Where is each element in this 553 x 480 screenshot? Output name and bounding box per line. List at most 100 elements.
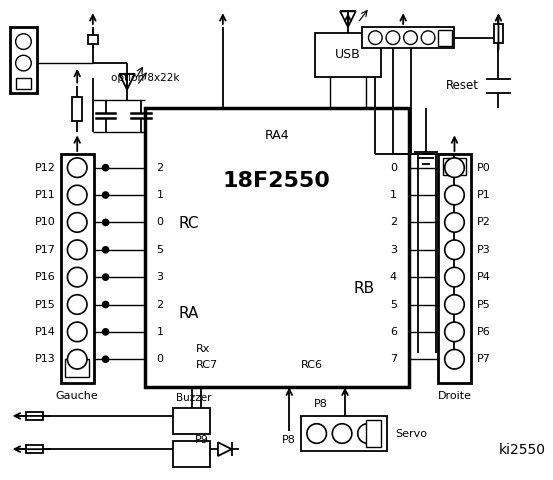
Text: RA: RA	[179, 306, 199, 321]
Text: P13: P13	[35, 354, 56, 364]
Text: 7: 7	[390, 354, 397, 364]
Text: P8: P8	[314, 399, 327, 409]
Text: P0: P0	[477, 163, 491, 173]
Circle shape	[103, 329, 108, 335]
Circle shape	[67, 185, 87, 205]
Circle shape	[103, 356, 108, 362]
Text: 5: 5	[156, 245, 163, 255]
Circle shape	[368, 31, 382, 45]
Text: 6: 6	[390, 327, 397, 337]
Text: ki2550: ki2550	[498, 443, 545, 457]
Circle shape	[103, 247, 108, 252]
Text: RB: RB	[353, 281, 374, 296]
Text: 18F2550: 18F2550	[223, 171, 331, 192]
Circle shape	[103, 219, 108, 225]
Bar	[72, 97, 82, 121]
Text: option 8x22k: option 8x22k	[111, 73, 180, 83]
Text: 0: 0	[390, 163, 397, 173]
Circle shape	[307, 424, 326, 444]
Bar	[366, 420, 381, 447]
Circle shape	[67, 213, 87, 232]
Text: Buzzer: Buzzer	[176, 393, 211, 403]
Text: 1: 1	[390, 190, 397, 200]
Circle shape	[445, 185, 465, 205]
Text: P4: P4	[477, 272, 491, 282]
Bar	[443, 158, 466, 176]
Bar	[15, 78, 32, 89]
Text: RC6: RC6	[301, 360, 323, 370]
Text: 2: 2	[156, 163, 164, 173]
Circle shape	[103, 274, 108, 280]
Circle shape	[67, 349, 87, 369]
Bar	[61, 154, 94, 383]
Text: 2: 2	[390, 217, 397, 228]
Circle shape	[445, 158, 465, 178]
Text: Droite: Droite	[437, 391, 472, 401]
Circle shape	[445, 322, 465, 342]
Circle shape	[15, 55, 32, 71]
Text: P12: P12	[35, 163, 56, 173]
Circle shape	[103, 301, 108, 307]
Circle shape	[67, 267, 87, 287]
Circle shape	[103, 165, 108, 170]
Bar	[315, 33, 381, 77]
Circle shape	[358, 424, 377, 444]
Bar	[438, 154, 471, 383]
Text: P6: P6	[477, 327, 491, 337]
Text: 3: 3	[390, 245, 397, 255]
Text: P11: P11	[35, 190, 56, 200]
Circle shape	[445, 213, 465, 232]
Text: P17: P17	[35, 245, 56, 255]
Text: P1: P1	[477, 190, 491, 200]
Circle shape	[386, 31, 400, 45]
Circle shape	[445, 349, 465, 369]
Text: RC: RC	[179, 216, 200, 231]
Text: P10: P10	[35, 217, 56, 228]
Text: P8: P8	[283, 435, 296, 445]
Bar	[173, 441, 210, 467]
Circle shape	[445, 295, 465, 314]
Bar	[301, 416, 387, 451]
Text: Servo: Servo	[395, 429, 427, 439]
Text: 2: 2	[156, 300, 164, 310]
Circle shape	[67, 240, 87, 260]
Circle shape	[332, 424, 352, 444]
Text: P14: P14	[35, 327, 56, 337]
Circle shape	[67, 158, 87, 178]
Circle shape	[67, 322, 87, 342]
Text: 1: 1	[156, 327, 163, 337]
Bar	[494, 24, 503, 43]
Bar	[26, 445, 43, 453]
Text: 0: 0	[156, 354, 163, 364]
Bar	[88, 35, 98, 44]
Circle shape	[103, 192, 108, 198]
Circle shape	[445, 240, 465, 260]
Text: RC7: RC7	[195, 360, 217, 370]
Circle shape	[445, 267, 465, 287]
Bar	[438, 30, 452, 46]
Text: P16: P16	[35, 272, 56, 282]
Text: Gauche: Gauche	[56, 391, 98, 401]
Bar	[26, 412, 43, 420]
Bar	[362, 27, 455, 48]
Text: RA4: RA4	[264, 129, 289, 142]
Circle shape	[421, 31, 435, 45]
Circle shape	[15, 34, 32, 49]
Text: P3: P3	[477, 245, 491, 255]
Text: P5: P5	[477, 300, 491, 310]
Text: P7: P7	[477, 354, 491, 364]
Text: P15: P15	[35, 300, 56, 310]
Text: 1: 1	[156, 190, 163, 200]
Text: Reset: Reset	[446, 79, 479, 92]
Bar	[173, 408, 210, 433]
Text: P2: P2	[477, 217, 491, 228]
Text: USB: USB	[335, 48, 361, 61]
Bar	[65, 359, 89, 377]
Text: 3: 3	[156, 272, 163, 282]
Text: P9: P9	[195, 435, 208, 445]
Circle shape	[67, 295, 87, 314]
Circle shape	[404, 31, 418, 45]
Text: Rx: Rx	[195, 345, 210, 354]
Text: 0: 0	[156, 217, 163, 228]
Bar	[145, 108, 409, 386]
